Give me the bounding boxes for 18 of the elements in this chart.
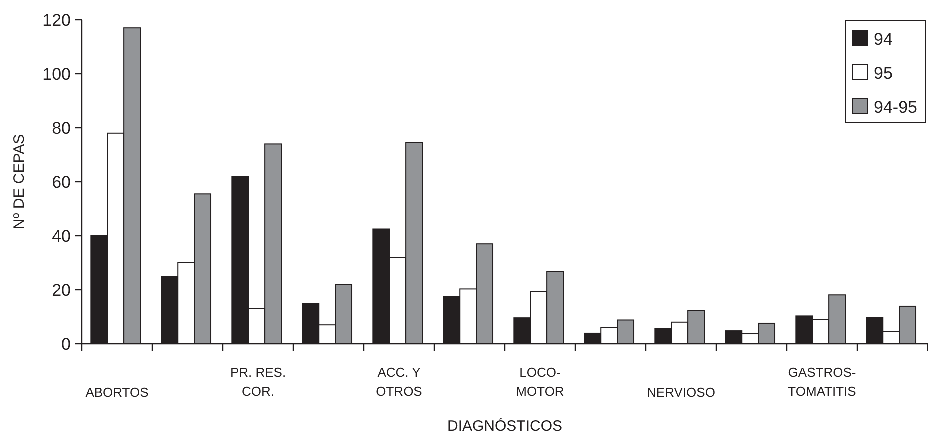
legend-label: 94 <box>874 30 893 49</box>
x-tick-label: GASTROS- TOMATITIS <box>788 365 857 399</box>
y-tick-label: 60 <box>52 172 71 192</box>
y-axis-title: Nº DE CEPAS <box>11 134 28 230</box>
y-tick-label: 0 <box>62 334 71 354</box>
y-tick-label: 100 <box>42 64 71 84</box>
x-tick-label: LOCO- MOTOR <box>516 365 564 399</box>
legend-label: 94-95 <box>874 98 918 117</box>
x-tick-label: PR. RES. COR. <box>230 365 286 399</box>
x-tick-label: NERVIOSO <box>647 385 716 400</box>
x-tick-label: ABORTOS <box>86 385 150 400</box>
y-tick-label: 80 <box>52 118 71 138</box>
x-tick-label: ACC. Y OTROS <box>376 365 423 399</box>
y-tick-label: 20 <box>52 280 71 300</box>
x-axis-title: DIAGNÓSTICOS <box>447 417 563 435</box>
y-tick-label: 120 <box>42 10 71 30</box>
y-tick-label: 40 <box>52 226 71 246</box>
legend-label: 95 <box>874 64 893 83</box>
